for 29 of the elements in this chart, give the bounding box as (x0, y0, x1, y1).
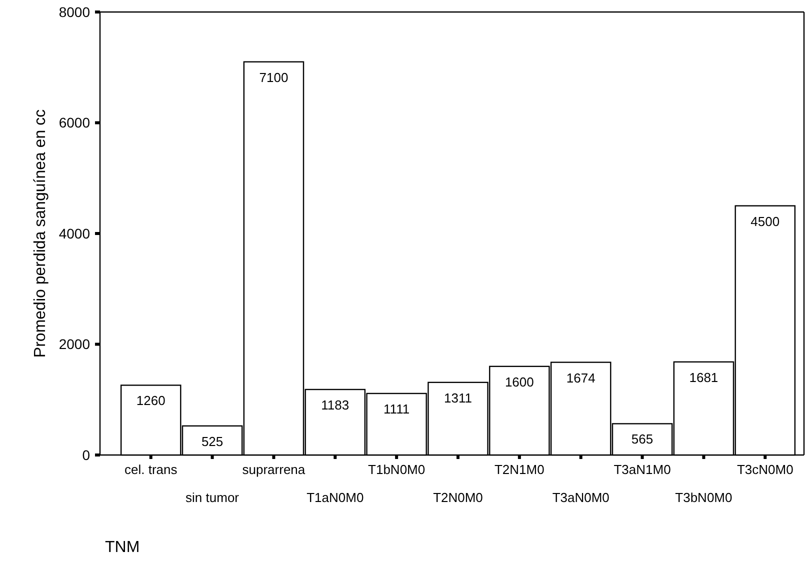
x-tick-label: T2N1M0 (494, 462, 544, 477)
x-tick-label: cel. trans (124, 462, 178, 477)
data-label: 7100 (259, 70, 288, 85)
x-axis-title: TNM (105, 539, 140, 556)
data-label: 1674 (566, 370, 596, 386)
data-label: 1311 (444, 390, 472, 406)
x-tick-label: T3cN0M0 (736, 462, 794, 477)
data-label: 1111 (384, 401, 410, 416)
data-label: 565 (631, 432, 654, 447)
y-tick-label: 4000 (58, 225, 90, 242)
x-tick-label: suprarrena (242, 462, 306, 477)
y-tick-label: 6000 (58, 114, 90, 131)
x-tick-label: T3aN1M0 (614, 462, 671, 477)
x-tick-label: T1aN0M0 (306, 490, 364, 505)
data-label: 1183 (321, 397, 350, 412)
x-tick-label: T3aN0M0 (552, 490, 610, 505)
y-tick-label: 2000 (58, 336, 90, 352)
x-tick-label: sin tumor (186, 490, 240, 505)
y-tick-label: 8000 (58, 4, 90, 20)
data-label: 525 (201, 434, 224, 449)
data-label: 1681 (689, 370, 718, 385)
x-tick-label: T1bN0M0 (368, 462, 426, 477)
data-label: 4500 (750, 214, 780, 229)
y-tick-label: 0 (82, 446, 90, 463)
x-tick-label: T3bN0M0 (675, 490, 732, 505)
x-tick-label: T2N0M0 (433, 490, 483, 505)
y-axis-title: Promedio perdida sanguínea en cc (32, 109, 49, 358)
data-label: 1600 (504, 374, 534, 390)
data-label: 1260 (136, 393, 166, 408)
